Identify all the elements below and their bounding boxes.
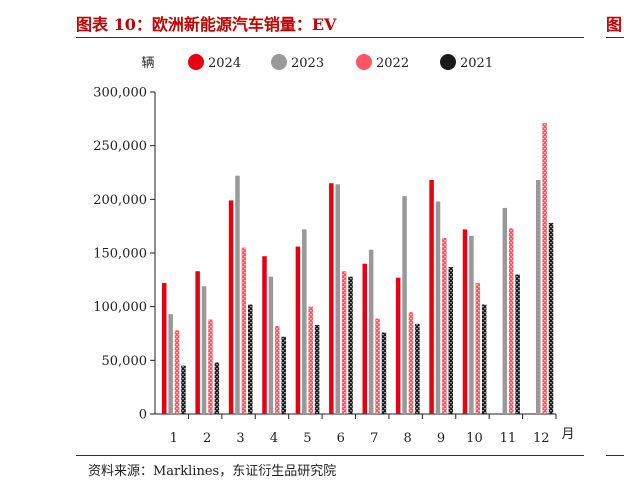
legend-marker [188, 54, 204, 70]
legend-marker [356, 54, 372, 70]
legend-label: 2023 [291, 56, 324, 71]
bar-2023-month-11 [502, 207, 508, 414]
y-tick-label: 250,000 [93, 139, 147, 154]
bar-2022-month-6 [341, 271, 347, 414]
bar-2023-month-5 [302, 229, 307, 414]
bar-2024-month-7 [362, 263, 367, 414]
x-tick-label: 8 [403, 431, 411, 446]
legend-label: 2024 [208, 56, 241, 71]
x-tick-label: 6 [337, 431, 345, 446]
bar-2024-month-6 [329, 183, 334, 414]
bar-2021-month-1 [181, 365, 186, 414]
x-tick-label: 11 [500, 431, 517, 446]
bar-2024-month-1 [162, 283, 167, 414]
legend-marker [440, 54, 456, 70]
bar-2021-month-4 [281, 336, 286, 414]
bar-2022-month-9 [442, 237, 447, 414]
bar-2023-month-6 [335, 184, 340, 414]
source-divider [76, 455, 584, 456]
bar-2022-month-10 [475, 283, 481, 414]
chart-title: 图表 10：欧洲新能源汽车销量：EV [76, 15, 337, 34]
bar-2022-month-11 [508, 228, 514, 414]
legend-label: 2022 [376, 56, 409, 71]
legend-item-2024: 2024 [188, 54, 241, 71]
bar-2024-month-10 [462, 229, 468, 414]
legend-item-2022: 2022 [356, 54, 409, 71]
bar-2023-month-2 [201, 286, 207, 414]
bar-2021-month-9 [448, 266, 454, 414]
bar-2022-month-1 [174, 330, 180, 414]
legend-item-2023: 2023 [271, 54, 324, 71]
bar-2022-month-2 [208, 319, 213, 414]
bar-chart: 辆 2024 2023 2022 2021 0 50,000 100,000 150,000 2… [93, 54, 575, 446]
bar-2023-month-10 [469, 235, 474, 414]
bar-2024-month-2 [195, 271, 200, 414]
adjacent-figure-title: 图 [606, 15, 623, 34]
y-axis-unit-label: 辆 [141, 56, 154, 71]
bar-2024-month-8 [395, 277, 401, 414]
bar-2024-month-5 [295, 246, 301, 414]
bar-2024-month-9 [429, 180, 434, 414]
bar-2021-month-10 [481, 304, 487, 414]
adjacent-source-divider [606, 455, 624, 456]
legend-item-2021: 2021 [440, 54, 493, 71]
y-tick-label: 300,000 [93, 86, 147, 101]
bar-2023-month-9 [435, 201, 441, 414]
x-tick-label: 1 [170, 431, 178, 446]
x-axis: 1 2 3 4 5 6 7 8 9 10 11 12 月 [155, 413, 575, 446]
bar-2022-month-12 [542, 123, 547, 415]
chart-legend: 辆 2024 2023 2022 2021 [141, 54, 493, 71]
bar-2021-month-8 [415, 323, 420, 414]
bar-2023-month-4 [268, 276, 274, 414]
bar-2023-month-8 [402, 196, 407, 414]
x-tick-label: 10 [466, 431, 483, 446]
x-axis-unit-label: 月 [561, 427, 574, 442]
bar-2021-month-11 [515, 274, 520, 414]
bar-2021-month-6 [348, 276, 353, 414]
y-tick-label: 50,000 [102, 354, 148, 369]
title-divider [76, 37, 584, 38]
y-tick-label: 200,000 [93, 193, 147, 208]
x-tick-label: 5 [303, 431, 311, 446]
x-tick-label: 9 [437, 431, 445, 446]
x-tick-label: 4 [270, 431, 278, 446]
y-tick-label: 0 [139, 408, 147, 423]
bar-2022-month-5 [308, 306, 313, 414]
bar-2022-month-3 [241, 247, 247, 414]
bar-2022-month-8 [408, 312, 414, 414]
y-tick-label: 100,000 [93, 300, 147, 315]
bar-2021-month-12 [548, 222, 554, 414]
bar-2021-month-2 [214, 362, 220, 414]
x-tick-label: 2 [203, 431, 211, 446]
x-tick-label: 7 [370, 431, 378, 446]
y-axis: 0 50,000 100,000 150,000 200,000 250,000 300,0… [93, 86, 156, 423]
x-tick-label: 12 [533, 431, 550, 446]
bar-2023-month-1 [168, 314, 173, 414]
bar-2023-month-3 [235, 175, 240, 414]
bar-2021-month-7 [381, 332, 387, 414]
bar-2023-month-7 [368, 249, 374, 414]
y-tick-label: 150,000 [93, 247, 147, 262]
bar-2021-month-5 [314, 324, 320, 414]
bar-series-group [162, 123, 554, 415]
bar-2024-month-3 [228, 200, 234, 414]
bar-2022-month-7 [375, 318, 380, 414]
source-note: 资料来源：Marklines，东证衍生品研究院 [88, 464, 337, 479]
bar-2024-month-4 [262, 256, 267, 414]
bar-2021-month-3 [248, 304, 253, 414]
bar-2022-month-4 [275, 325, 280, 414]
legend-label: 2021 [460, 56, 493, 71]
bar-2023-month-12 [535, 180, 541, 414]
adjacent-title-divider [606, 37, 624, 38]
legend-marker [271, 54, 287, 70]
x-tick-label: 3 [236, 431, 244, 446]
